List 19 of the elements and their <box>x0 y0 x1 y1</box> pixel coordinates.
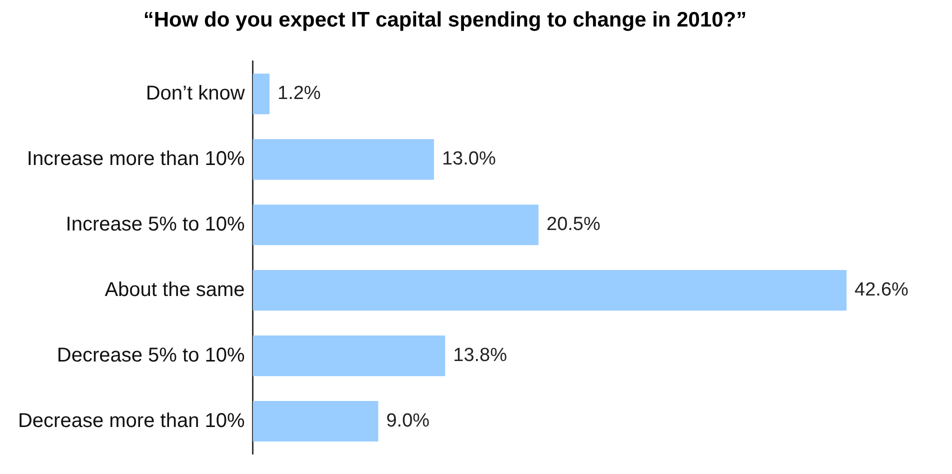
y-tick-label: Increase more than 10% <box>26 148 245 170</box>
data-label: 13.0% <box>442 148 496 170</box>
bar <box>252 336 446 376</box>
bar <box>252 74 270 114</box>
data-label: 13.8% <box>453 345 508 366</box>
chart-title: “How do you expect IT capital spending to change in 2010?” <box>143 8 747 32</box>
y-tick-label: Decrease 5% to 10% <box>56 344 245 366</box>
bar <box>252 270 847 311</box>
bar <box>252 400 378 442</box>
data-label: 1.2% <box>278 83 321 104</box>
data-label: 9.0% <box>386 410 430 432</box>
data-label: 20.5% <box>546 214 600 236</box>
bar <box>252 139 434 180</box>
y-tick-label: About the same <box>104 278 245 301</box>
data-label: 42.6% <box>854 280 909 301</box>
bar <box>252 204 539 246</box>
y-tick-label: Don’t know <box>146 82 246 104</box>
y-tick-label: Increase 5% to 10% <box>66 213 245 236</box>
y-tick-label: Decrease more than 10% <box>18 410 245 432</box>
